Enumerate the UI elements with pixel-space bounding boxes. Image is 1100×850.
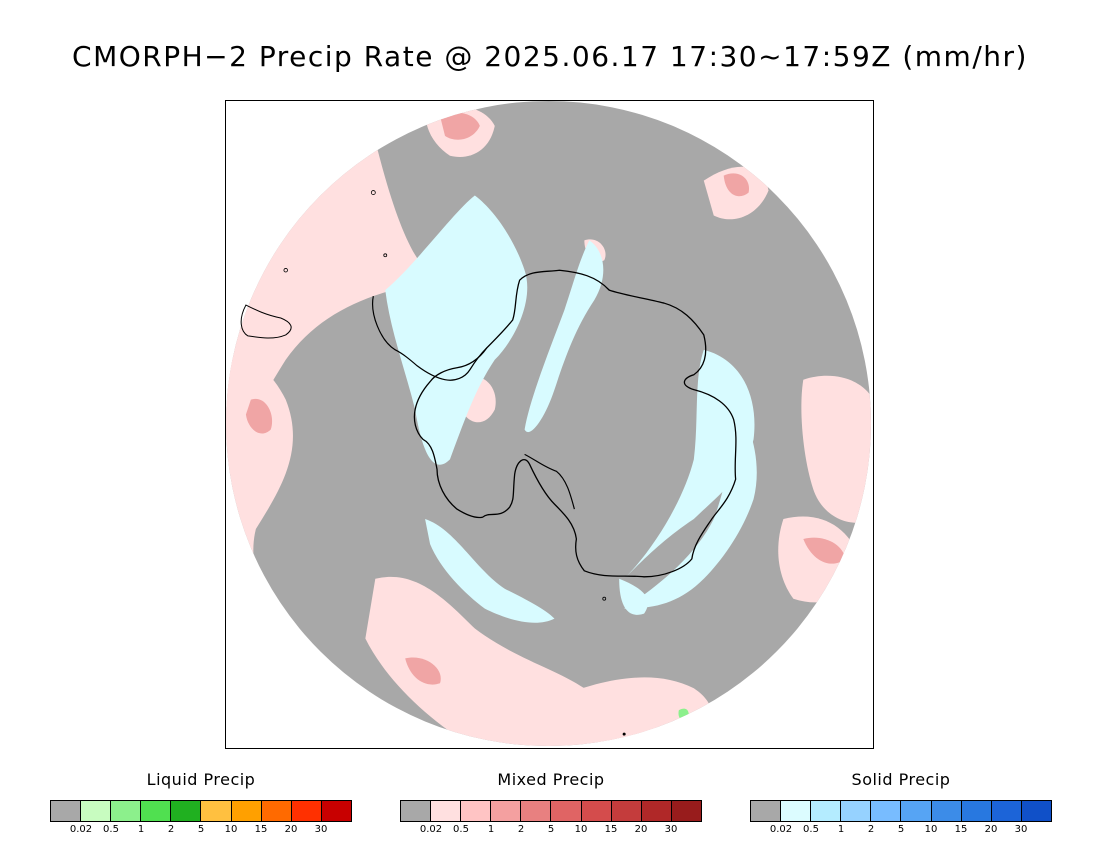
legend-swatch [641, 801, 672, 821]
legend-tick-label: 20 [284, 824, 298, 835]
legend-swatch [751, 801, 782, 821]
legend-tick-label: 15 [954, 824, 968, 835]
legend-solid-precip: Solid Precip 0.02 0.5 1 2 5 10 15 20 30 [750, 770, 1052, 840]
legend-swatch [901, 801, 932, 821]
legend-swatch [961, 801, 992, 821]
solid-precip-region [624, 349, 755, 579]
legend-tick-label: 10 [574, 824, 588, 835]
mixed-precip-strong [440, 112, 480, 140]
legend-swatch [171, 801, 202, 821]
legend-swatch [841, 801, 872, 821]
mixed-precip-strong [405, 657, 441, 685]
legend-tick-label: 15 [254, 824, 268, 835]
legend-tick-label: 1 [487, 824, 495, 835]
legend-tick-label: 0.02 [769, 824, 793, 835]
legend-ticks: 0.02 0.5 1 2 5 10 15 20 30 [750, 824, 1052, 838]
legend-tick-label: 10 [924, 824, 938, 835]
legend-title: Solid Precip [851, 770, 951, 789]
legend-tick-label: 5 [197, 824, 205, 835]
island-marker [383, 253, 388, 258]
legend-swatch [111, 801, 142, 821]
legend-tick-label: 30 [664, 824, 678, 835]
legend-swatch [461, 801, 492, 821]
antarctica-coastline [413, 269, 737, 578]
legend-tick-label: 0.5 [453, 824, 469, 835]
south-america-coastline [240, 304, 292, 339]
mixed-precip-strong [245, 398, 273, 434]
solid-precip-region [524, 240, 604, 433]
legend-ticks: 0.02 0.5 1 2 5 10 15 20 30 [50, 824, 352, 838]
legend-tick-label: 1 [137, 824, 145, 835]
island-marker [283, 268, 288, 273]
island-marker [602, 596, 607, 601]
mixed-precip-region [801, 375, 872, 523]
legend-tick-label: 5 [547, 824, 555, 835]
legend-tick-label: 0.5 [803, 824, 819, 835]
legend-swatch [581, 801, 612, 821]
polar-precip-map [226, 101, 872, 747]
legend-swatch [811, 801, 842, 821]
legend-ticks: 0.02 0.5 1 2 5 10 15 20 30 [400, 824, 702, 838]
legend-tick-label: 2 [167, 824, 175, 835]
map-frame [225, 100, 874, 749]
legend-swatch [201, 801, 232, 821]
ross-ice-shelf-edge [524, 453, 575, 510]
legend-colorbar [400, 800, 702, 822]
legend-swatch [291, 801, 322, 821]
legend-tick-label: 0.02 [419, 824, 443, 835]
legend-swatch [401, 801, 432, 821]
legend-swatch [261, 801, 292, 821]
legend-swatch [671, 801, 701, 821]
island-marker [370, 190, 376, 195]
legend-tick-label: 2 [517, 824, 525, 835]
legend-swatch [231, 801, 262, 821]
solid-precip-region [619, 578, 648, 615]
legend-tick-label: 30 [314, 824, 328, 835]
legend-tick-label: 20 [984, 824, 998, 835]
solid-precip-region [425, 519, 555, 623]
legend-mixed-precip: Mixed Precip 0.02 0.5 1 2 5 10 15 20 30 [400, 770, 702, 840]
mixed-precip-strong [803, 537, 846, 564]
legend-swatch [321, 801, 351, 821]
legend-swatch [431, 801, 462, 821]
legend-tick-label: 1 [837, 824, 845, 835]
legend-tick-label: 10 [224, 824, 238, 835]
legend-liquid-precip: Liquid Precip 0.02 0.5 1 2 5 10 15 20 30 [50, 770, 352, 840]
legend-swatch [521, 801, 552, 821]
legend-swatch [871, 801, 902, 821]
legend-tick-label: 20 [634, 824, 648, 835]
legend-title: Mixed Precip [497, 770, 605, 789]
legend-swatch [81, 801, 112, 821]
legend-swatch [51, 801, 82, 821]
legend-tick-label: 2 [867, 824, 875, 835]
island-marker [622, 732, 626, 736]
legend-swatch [991, 801, 1022, 821]
legend-tick-label: 0.5 [103, 824, 119, 835]
legend-swatch [931, 801, 962, 821]
antarctic-peninsula-coastline [371, 295, 488, 381]
legend-swatch [141, 801, 172, 821]
legend-tick-label: 0.02 [69, 824, 93, 835]
map-title: CMORPH−2 Precip Rate @ 2025.06.17 17:30~… [72, 40, 1028, 73]
legend-swatch [551, 801, 582, 821]
legend-swatch [611, 801, 642, 821]
legend-swatch [1021, 801, 1051, 821]
legend-swatch [781, 801, 812, 821]
legend-tick-label: 15 [604, 824, 618, 835]
legend-title: Liquid Precip [146, 770, 256, 789]
legend-colorbar [750, 800, 1052, 822]
solid-precip-region [385, 195, 528, 465]
legend-colorbar [50, 800, 352, 822]
legend-tick-label: 30 [1014, 824, 1028, 835]
solid-precip-region [624, 399, 757, 609]
liquid-precip-patch [678, 708, 689, 722]
mixed-precip-strong [723, 173, 750, 197]
legend-swatch [491, 801, 522, 821]
legend-tick-label: 5 [897, 824, 905, 835]
